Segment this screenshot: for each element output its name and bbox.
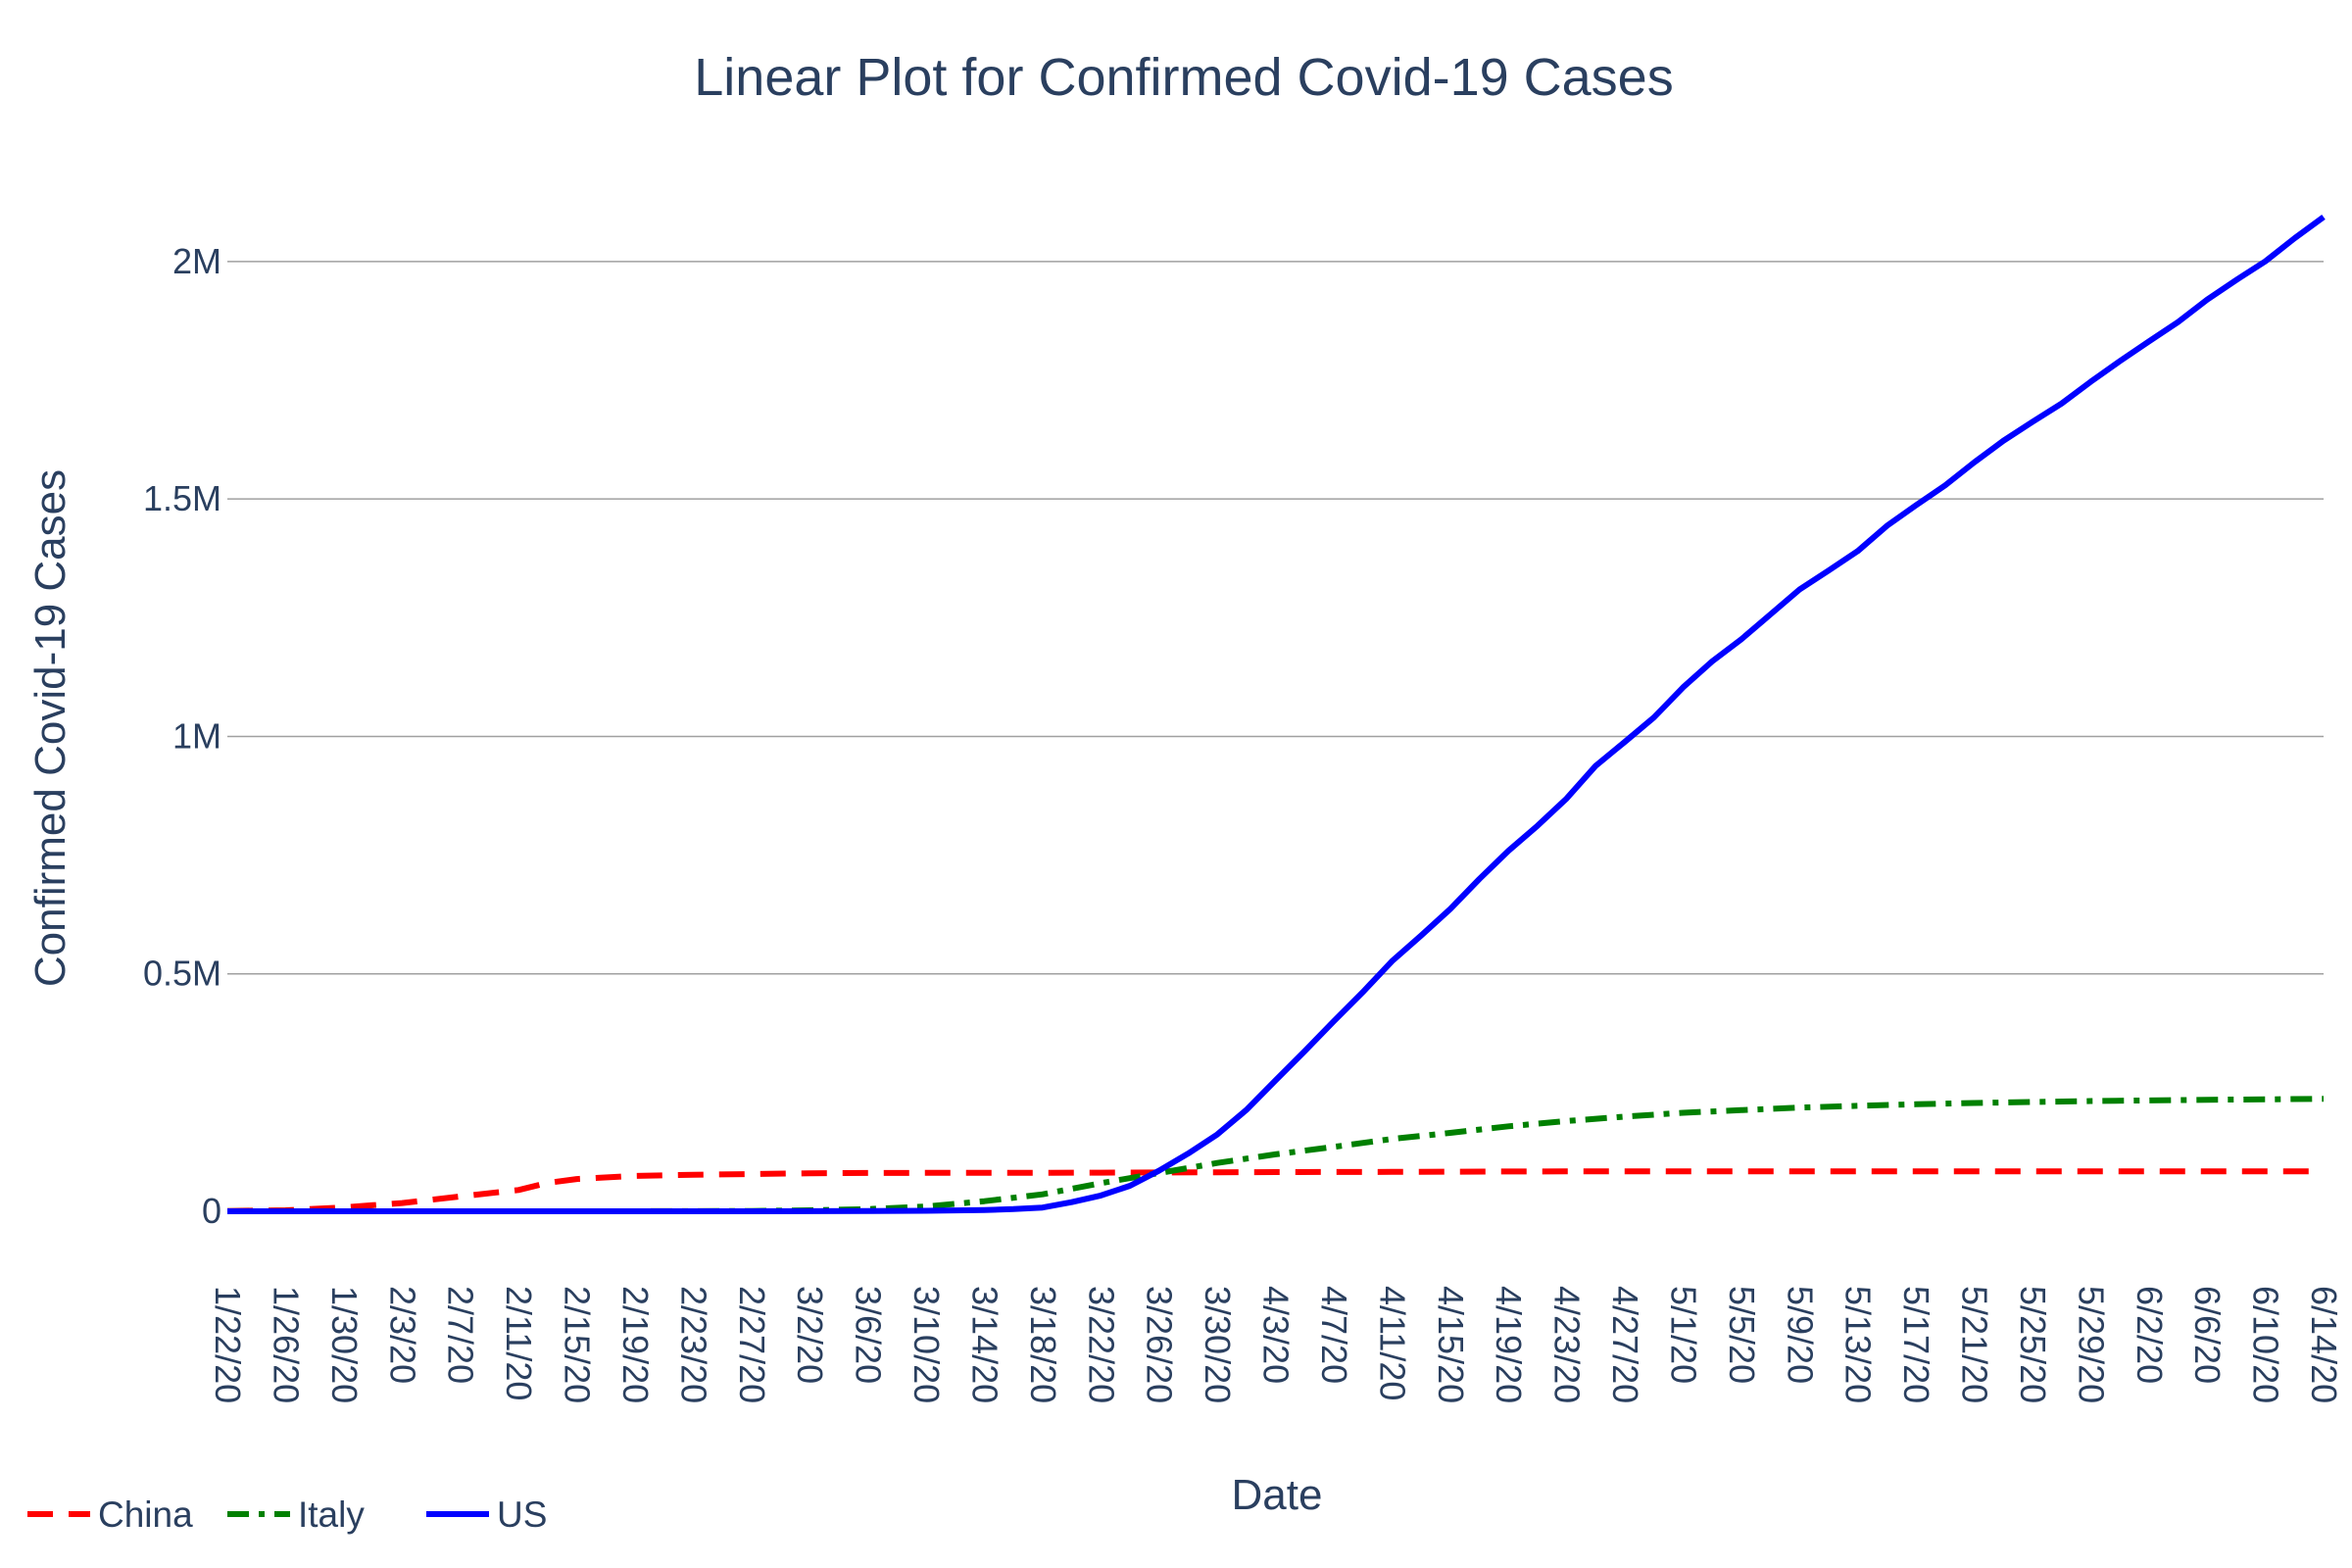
x-tick-label: 2/3/20 — [382, 1286, 422, 1384]
x-tick-label: 2/7/20 — [441, 1286, 481, 1384]
x-tick-label: 4/23/20 — [1547, 1286, 1588, 1403]
x-tick-label: 3/6/20 — [849, 1286, 889, 1384]
x-tick-label: 4/19/20 — [1489, 1286, 1529, 1403]
x-tick-label: 3/2/20 — [790, 1286, 830, 1384]
y-tick-label: 2M — [172, 241, 221, 281]
y-axis-title: Confirmed Covid-19 Cases — [26, 469, 74, 987]
x-tick-label: 5/29/20 — [2071, 1286, 2111, 1403]
x-tick-label: 2/19/20 — [615, 1286, 656, 1403]
x-tick-label: 3/18/20 — [1023, 1286, 1063, 1403]
x-tick-label: 5/13/20 — [1838, 1286, 1879, 1403]
x-tick-label: 3/30/20 — [1198, 1286, 1238, 1403]
x-tick-label: 5/25/20 — [2013, 1286, 2053, 1403]
x-tick-label: 4/15/20 — [1431, 1286, 1471, 1403]
x-tick-label: 5/5/20 — [1722, 1286, 1762, 1384]
legend-label: US — [497, 1494, 547, 1535]
legend: China Italy US — [27, 1494, 547, 1535]
x-tick-label: 1/26/20 — [266, 1286, 306, 1403]
x-tick-label: 4/11/20 — [1372, 1286, 1412, 1400]
gridlines — [227, 261, 2324, 975]
x-tick-label: 2/27/20 — [732, 1286, 772, 1403]
x-tick-label: 3/14/20 — [964, 1286, 1004, 1403]
x-tick-label: 6/2/20 — [2130, 1286, 2170, 1384]
legend-label: China — [98, 1494, 193, 1535]
y-tick-label: 1.5M — [143, 478, 221, 518]
x-tick-label: 5/9/20 — [1780, 1286, 1820, 1384]
x-tick-label: 6/6/20 — [2187, 1286, 2228, 1384]
x-tick-labels: 1/22/20 1/26/20 1/30/20 2/3/20 2/7/20 2/11/20… — [208, 1286, 2344, 1403]
x-tick-label: 4/3/20 — [1256, 1286, 1297, 1384]
y-tick-label: 1M — [172, 715, 221, 756]
legend-label: Italy — [298, 1494, 365, 1535]
x-tick-label: 2/23/20 — [673, 1286, 713, 1403]
x-tick-label: 3/26/20 — [1140, 1286, 1180, 1403]
x-tick-label: 4/27/20 — [1605, 1286, 1645, 1403]
legend-item-us[interactable]: US — [426, 1494, 547, 1535]
x-tick-label: 5/17/20 — [1896, 1286, 1936, 1403]
x-tick-label: 6/14/20 — [2304, 1286, 2344, 1403]
x-tick-label: 6/10/20 — [2246, 1286, 2286, 1403]
plot-area — [226, 214, 2326, 1214]
chart-title: Linear Plot for Confirmed Covid-19 Cases — [694, 48, 1673, 107]
legend-item-italy[interactable]: Italy — [227, 1494, 365, 1535]
y-tick-label: 0.5M — [143, 954, 221, 994]
x-tick-label: 3/10/20 — [906, 1286, 947, 1403]
series-line-us — [227, 214, 2326, 1214]
x-tick-label: 4/7/20 — [1314, 1286, 1354, 1384]
x-tick-label: 2/11/20 — [499, 1286, 539, 1400]
legend-item-china[interactable]: China — [27, 1494, 193, 1535]
x-tick-label: 1/22/20 — [208, 1286, 248, 1403]
y-tick-labels: 0 0.5M 1M 1.5M 2M — [143, 241, 221, 1231]
x-tick-label: 5/1/20 — [1663, 1286, 1703, 1384]
x-tick-label: 1/30/20 — [324, 1286, 365, 1403]
x-tick-label: 2/15/20 — [558, 1286, 598, 1403]
x-tick-label: 3/22/20 — [1081, 1286, 1121, 1403]
x-axis-title: Date — [1232, 1471, 1323, 1519]
x-tick-label: 5/21/20 — [1955, 1286, 1995, 1403]
y-tick-label: 0 — [202, 1191, 221, 1231]
series-line-italy — [227, 1096, 2325, 1214]
series-line-china — [226, 1168, 2324, 1214]
